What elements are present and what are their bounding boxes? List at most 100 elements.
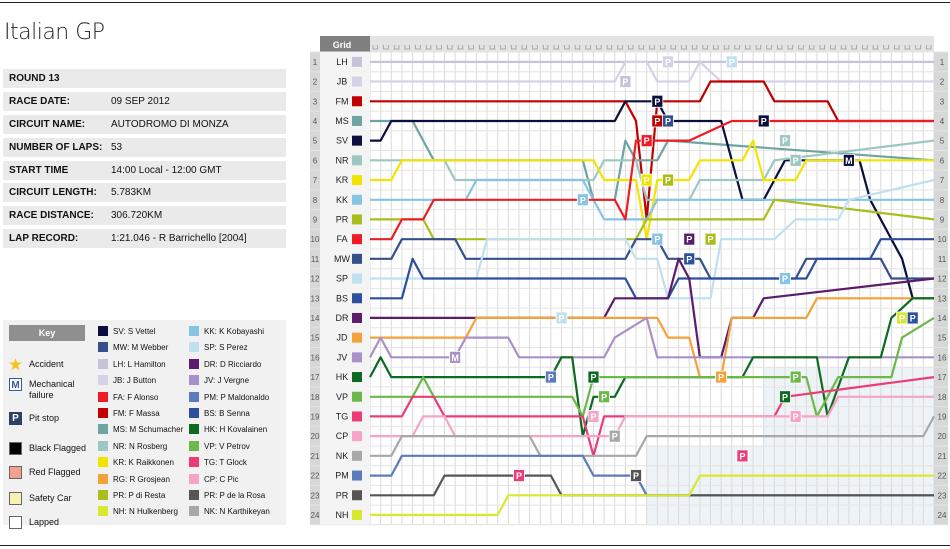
grid-driver-swatch [352, 253, 362, 264]
lap-notch [787, 45, 794, 50]
info-value: 53 [111, 141, 123, 153]
pit-stop-marker: P [789, 370, 802, 384]
series-line-nh [370, 474, 934, 516]
marker-box [608, 429, 621, 443]
grid-driver-swatch [352, 293, 362, 304]
info-row: START TIME 14:00 Local - 12:00 GMT [3, 160, 286, 180]
marker-glyph: P [793, 412, 799, 422]
grid-driver-code: LH [336, 57, 348, 67]
lap-notch [479, 45, 485, 50]
info-value: 306.720KM [111, 210, 163, 222]
lap-notch [691, 45, 698, 50]
position-number-left: 24 [311, 511, 320, 520]
lap-notch [776, 45, 783, 50]
marker-box [619, 75, 632, 88]
pit-stop-marker: P [555, 311, 568, 325]
driver-legend-label: MW: M Webber [113, 343, 169, 353]
position-number-left: 7 [313, 176, 318, 185]
key-label: Safety Car [29, 493, 72, 503]
driver-swatch [189, 326, 199, 336]
lap-notch [447, 45, 453, 50]
key-panel: Key Accident M Mechanical failure P Pit stop… [3, 320, 286, 529]
lap-notch [415, 45, 421, 50]
mechanical-failure-marker: M [842, 153, 855, 167]
key-label: Mechanical failure [29, 379, 75, 400]
lap-notch [521, 45, 528, 50]
position-number-left: 15 [311, 334, 320, 343]
series-line-fa [370, 119, 934, 241]
grid-driver-swatch [352, 391, 362, 402]
position-number-right: 4 [940, 117, 945, 126]
info-key: CIRCUIT LENGTH: [9, 187, 97, 199]
mechanical-failure-marker: M [449, 350, 462, 364]
info-key: CIRCUIT NAME: [9, 118, 86, 130]
marker-glyph: P [580, 195, 586, 205]
marker-glyph: P [665, 176, 671, 186]
lap-notch [585, 45, 591, 50]
bottom-rule [0, 545, 950, 546]
driver-swatch [98, 490, 108, 500]
driver-legend-label: FM: F Massa [113, 409, 160, 418]
marker-box [598, 390, 611, 404]
marker-glyph: P [729, 57, 735, 67]
grid-driver-code: MW [334, 254, 350, 264]
pit-stop-marker: P [640, 134, 653, 148]
key-label: Accident [29, 359, 64, 369]
lap-notch [713, 45, 719, 50]
pit-stop-icon: P [9, 412, 22, 425]
lap-notch [894, 45, 900, 50]
driver-legend-label: JB: J Button [113, 376, 157, 386]
position-number-left: 9 [313, 215, 318, 224]
position-number-left: 4 [313, 117, 318, 126]
marker-box [651, 232, 664, 246]
series-line-tg [370, 376, 935, 457]
lap-notch [500, 45, 506, 50]
driver-swatch [98, 358, 108, 369]
pit-stop-marker: P [576, 193, 589, 207]
lap-notch [862, 45, 868, 50]
grid-driver-swatch [352, 175, 362, 186]
driver-swatch [189, 375, 199, 386]
info-row: ROUND 13 [3, 69, 286, 88]
driver-swatch [189, 440, 199, 451]
position-number-right: 6 [940, 156, 945, 165]
position-number-right: 24 [938, 511, 947, 520]
lap-notch [659, 45, 666, 50]
marker-glyph: P [612, 432, 618, 442]
pit-stop-marker: P [587, 370, 600, 384]
series-line-pm [370, 454, 934, 497]
position-number-left: 18 [311, 393, 320, 402]
safety-car-icon [9, 492, 22, 505]
driver-legend-label: KK: K Kobayashi [204, 327, 265, 336]
lap-notch [723, 45, 730, 50]
pit-stop-marker: P [789, 410, 802, 423]
key-label: Black Flagged [29, 443, 87, 453]
pit-stop-marker: P [513, 469, 525, 482]
driver-legend-label: CP: C Pic [204, 474, 239, 484]
driver-legend-label: HK: H Kovalainen [204, 425, 268, 435]
lap-notch [904, 45, 911, 50]
grid-driver-code: CP [336, 431, 349, 441]
position-number-right: 10 [938, 235, 947, 244]
pit-stop-marker: P [683, 232, 696, 246]
lap-notch [734, 45, 740, 50]
info-row: LAP RECORD: 1:21.046 - R Barrichello [200… [3, 229, 286, 249]
lap-notch [638, 45, 645, 50]
driver-legend-label: RG: R Grosjean [113, 474, 170, 484]
pit-stop-marker: P [662, 55, 674, 69]
lap-notch [840, 45, 847, 50]
marker-glyph: P [793, 156, 799, 166]
marker-box [704, 232, 717, 246]
key-label: Red Flagged [29, 467, 81, 477]
info-row: RACE DATE: 09 SEP 2012 [3, 91, 286, 111]
marker-glyph: P [761, 116, 767, 126]
position-number-left: 3 [313, 97, 318, 106]
position-number-left: 1 [313, 58, 318, 67]
marker-box [789, 153, 802, 167]
lap-notch [851, 45, 857, 50]
driver-swatch [98, 424, 108, 435]
lap-header-bg [370, 36, 934, 52]
driver-legend-label: PM: P Maldonaldo [204, 392, 270, 402]
grid-driver-swatch [352, 56, 362, 67]
grid-driver-code: SV [336, 136, 348, 146]
